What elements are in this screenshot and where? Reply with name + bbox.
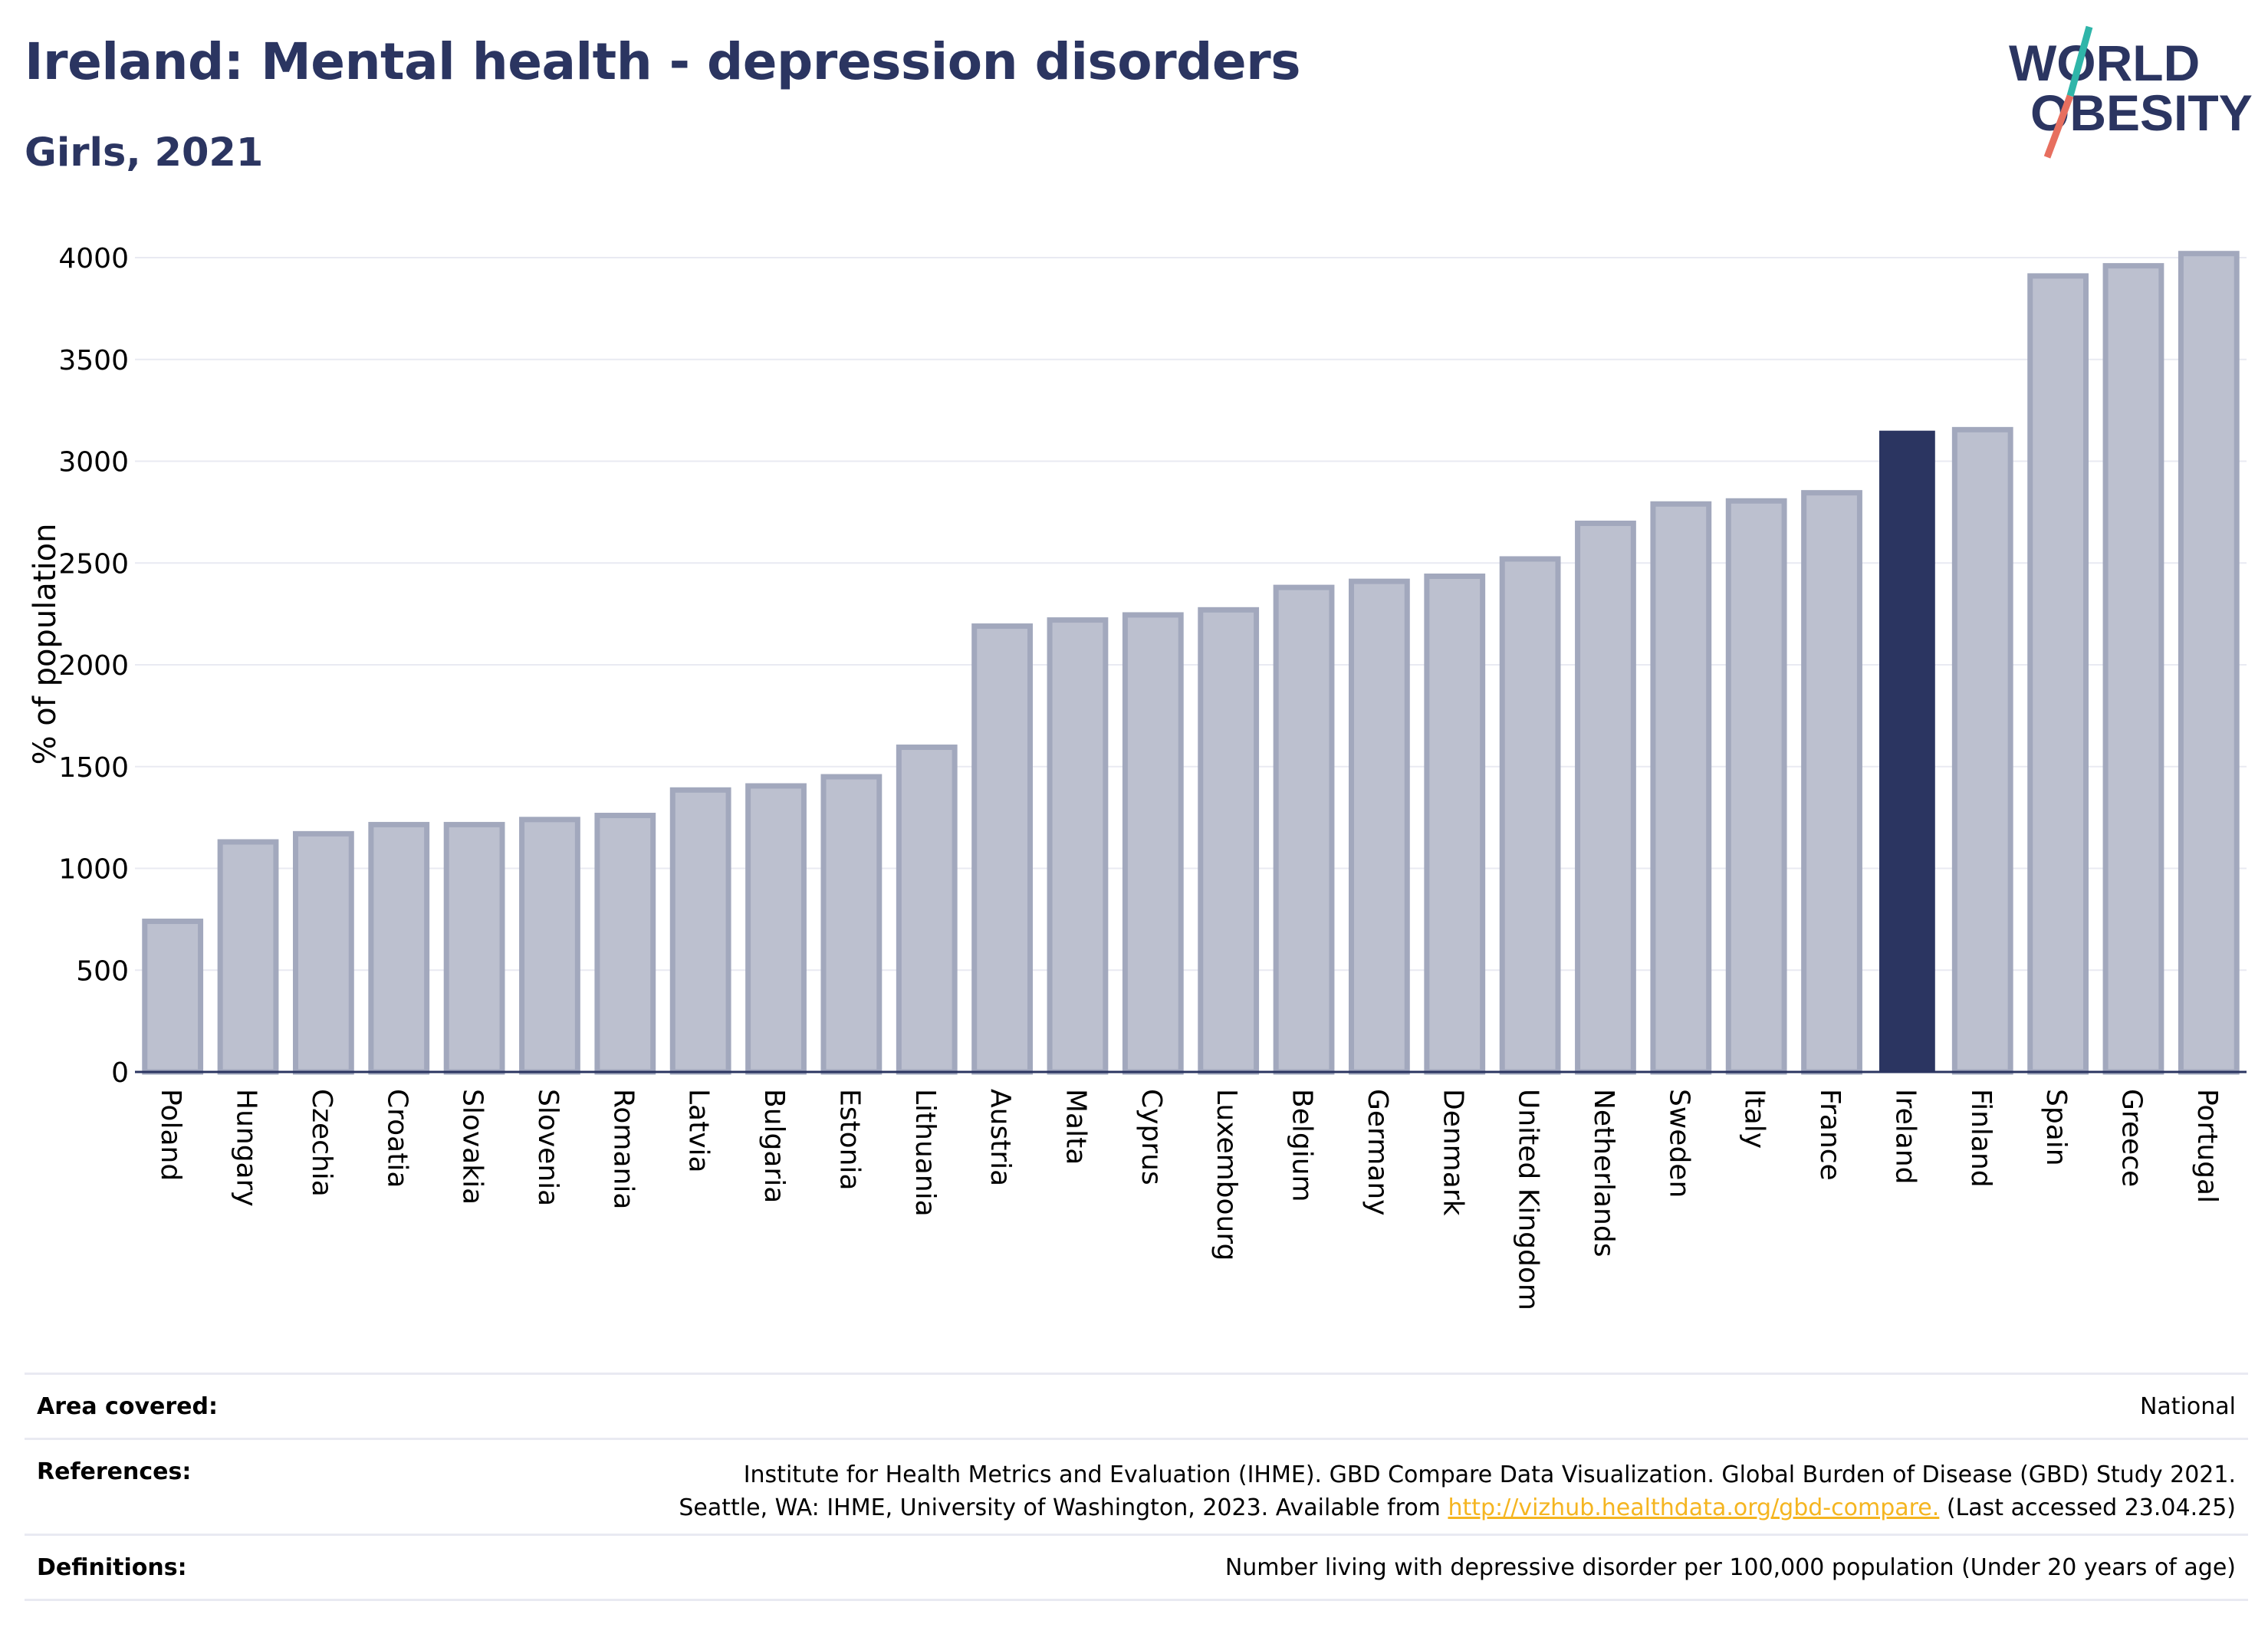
x-tick-label: Romania xyxy=(607,1089,639,1209)
x-tick-label: Italy xyxy=(1739,1089,1770,1149)
bar-cyprus[interactable] xyxy=(1122,612,1184,1075)
y-tick-label: 4000 xyxy=(58,243,129,275)
definitions-value: Number living with depressive disorder p… xyxy=(1224,1554,2236,1581)
chart-footer: Area covered: National References: Insti… xyxy=(25,1373,2248,1601)
y-axis-ticks: 0 500 1000 1500 2000 2500 3000 3500 4000 xyxy=(58,243,129,1089)
bar-denmark[interactable] xyxy=(1424,574,1486,1075)
x-tick-label: Lithuania xyxy=(909,1089,941,1217)
footer-row-area: Area covered: National xyxy=(25,1373,2248,1438)
chart-subtitle: Girls, 2021 xyxy=(25,130,264,176)
bar-italy[interactable] xyxy=(1725,498,1787,1075)
bar-malta[interactable] xyxy=(1047,617,1109,1075)
y-tick-label: 2500 xyxy=(58,548,129,580)
references-label: References: xyxy=(37,1458,192,1485)
x-tick-label: Czechia xyxy=(306,1089,337,1197)
x-tick-label: Portugal xyxy=(2191,1089,2223,1203)
y-axis-label: % of population xyxy=(28,524,63,765)
references-line-2-pre: Seattle, WA: IHME, University of Washing… xyxy=(679,1494,1448,1521)
bar-slovakia[interactable] xyxy=(443,821,505,1075)
bar-greece[interactable] xyxy=(2102,263,2164,1075)
bar-luxembourg[interactable] xyxy=(1198,607,1260,1075)
bar-ireland[interactable] xyxy=(1879,430,1935,1072)
area-covered-label: Area covered: xyxy=(37,1393,218,1420)
bar-hungary[interactable] xyxy=(217,839,279,1075)
logo-slash-teal xyxy=(2066,25,2093,97)
bar-belgium[interactable] xyxy=(1273,584,1335,1075)
bar-finland[interactable] xyxy=(1951,426,2013,1075)
bar-estonia[interactable] xyxy=(820,774,883,1075)
x-tick-label: Netherlands xyxy=(1588,1089,1619,1257)
references-line-2-post: (Last accessed 23.04.25) xyxy=(1939,1494,2236,1521)
x-tick-label: Spain xyxy=(2040,1089,2072,1166)
x-tick-label: Hungary xyxy=(231,1089,262,1207)
y-tick-label: 0 xyxy=(111,1057,129,1089)
x-tick-label: Estonia xyxy=(833,1089,865,1191)
area-covered-value: National xyxy=(2139,1393,2236,1420)
bar-austria[interactable] xyxy=(971,623,1033,1075)
world-obesity-logo: WORLD OBESITY xyxy=(2009,25,2253,159)
bar-bulgaria[interactable] xyxy=(745,783,807,1075)
y-tick-label: 3000 xyxy=(58,447,129,478)
x-tick-label: Slovenia xyxy=(532,1089,564,1206)
bar-portugal[interactable] xyxy=(2178,251,2240,1075)
logo-word-world: WORLD xyxy=(2009,35,2200,91)
x-tick-label: Slovakia xyxy=(457,1089,488,1205)
bar-spain[interactable] xyxy=(2027,273,2089,1075)
y-tick-label: 2000 xyxy=(58,650,129,682)
bar-croatia[interactable] xyxy=(368,821,430,1075)
x-tick-label: Croatia xyxy=(381,1089,413,1188)
bars xyxy=(142,251,2240,1075)
x-tick-label: Greece xyxy=(2115,1089,2147,1187)
x-tick-label: Finland xyxy=(1965,1089,1997,1188)
bar-czechia[interactable] xyxy=(293,830,354,1075)
y-tick-label: 1500 xyxy=(58,752,129,784)
x-tick-label: United Kingdom xyxy=(1513,1089,1544,1310)
x-tick-label: Germany xyxy=(1362,1089,1393,1215)
references-value: Institute for Health Metrics and Evaluat… xyxy=(679,1458,2236,1524)
bar-france[interactable] xyxy=(1801,490,1862,1075)
bar-poland[interactable] xyxy=(142,919,204,1075)
y-tick-label: 500 xyxy=(76,955,129,987)
x-tick-label: Latvia xyxy=(683,1089,715,1173)
x-tick-label: Ireland xyxy=(1889,1089,1921,1185)
x-tick-label: Sweden xyxy=(1663,1089,1694,1198)
footer-row-definitions: Definitions: Number living with depressi… xyxy=(25,1534,2248,1601)
chart-title: Ireland: Mental health - depression diso… xyxy=(25,32,1300,91)
bar-latvia[interactable] xyxy=(669,787,731,1075)
x-tick-label: Denmark xyxy=(1437,1089,1468,1216)
bar-slovenia[interactable] xyxy=(519,817,580,1075)
bar-chart: 0 500 1000 1500 2000 2500 3000 3500 4000 Poland H… xyxy=(28,243,2247,1310)
x-axis-labels: Poland Hungary Czechia Croatia Slovakia Slove… xyxy=(155,1089,2223,1310)
x-tick-label: Austria xyxy=(984,1089,1016,1186)
bar-netherlands[interactable] xyxy=(1575,520,1636,1075)
bar-romania[interactable] xyxy=(594,812,656,1075)
bar-sweden[interactable] xyxy=(1650,501,1712,1075)
x-tick-label: Cyprus xyxy=(1136,1089,1167,1185)
x-tick-label: Poland xyxy=(155,1089,186,1181)
x-tick-label: Malta xyxy=(1060,1089,1091,1165)
x-tick-label: Belgium xyxy=(1287,1089,1318,1202)
x-tick-label: Bulgaria xyxy=(758,1089,790,1203)
bar-lithuania[interactable] xyxy=(896,745,958,1075)
x-tick-label: Luxembourg xyxy=(1211,1089,1242,1261)
bar-united-kingdom[interactable] xyxy=(1499,556,1561,1075)
x-tick-label: France xyxy=(1814,1089,1846,1181)
footer-row-references: References: Institute for Health Metrics… xyxy=(25,1438,2248,1534)
bar-germany[interactable] xyxy=(1349,578,1410,1075)
y-tick-label: 3500 xyxy=(58,345,129,376)
y-tick-label: 1000 xyxy=(58,854,129,886)
references-line-1: Institute for Health Metrics and Evaluat… xyxy=(743,1461,2236,1488)
logo-slash-coral xyxy=(2043,94,2074,159)
definitions-label: Definitions: xyxy=(37,1554,187,1581)
references-link[interactable]: http://vizhub.healthdata.org/gbd-compare… xyxy=(1448,1494,1940,1521)
